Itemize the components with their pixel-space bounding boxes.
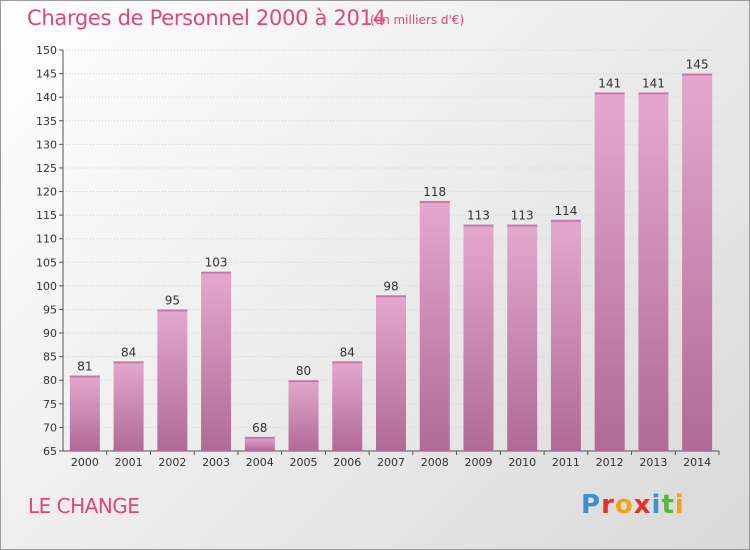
bar-cap (550, 219, 581, 222)
bar (69, 375, 100, 451)
bar-cap (288, 380, 319, 383)
y-tick-label: 80 (43, 374, 57, 387)
bar-cap (201, 271, 232, 274)
bar-cap (682, 73, 713, 76)
bar (288, 380, 319, 451)
bar-value-label: 118 (423, 185, 446, 199)
x-tick-label: 2013 (639, 456, 667, 469)
logo-letter: i (674, 490, 685, 520)
x-tick-label: 2007 (377, 456, 405, 469)
bar-value-label: 113 (467, 209, 490, 223)
logo-letter: i (651, 490, 662, 520)
y-tick-label: 140 (36, 91, 57, 104)
y-tick-label: 90 (43, 327, 57, 340)
logo-letter: P (581, 490, 602, 520)
x-tick-label: 2004 (246, 456, 274, 469)
bar-value-label: 98 (383, 279, 398, 293)
labels: 65 70 75 80 85 90 95 100 105 110 115 120 125 130 135 14… (36, 44, 711, 469)
bar-value-label: 103 (205, 256, 228, 270)
bar (682, 73, 713, 452)
proxiti-logo: Proxiti (581, 490, 685, 520)
x-tick-label: 2011 (552, 456, 580, 469)
y-tick-label: 130 (36, 138, 57, 151)
bar (594, 92, 625, 451)
logo-letter: t (661, 490, 675, 520)
x-tick-label: 2006 (333, 456, 361, 469)
bar-value-label: 81 (77, 360, 92, 374)
x-tick-label: 2000 (71, 456, 99, 469)
x-tick-label: 2014 (683, 456, 711, 469)
y-tick-label: 100 (36, 280, 57, 293)
y-tick-label: 105 (36, 256, 57, 269)
y-tick-label: 115 (36, 209, 57, 222)
y-tick-label: 75 (43, 398, 57, 411)
bar-cap (463, 224, 494, 227)
x-tick-label: 2002 (158, 456, 186, 469)
bar-value-label: 84 (340, 345, 355, 359)
x-tick-label: 2001 (115, 456, 143, 469)
bar (638, 92, 669, 451)
bar-cap (69, 375, 100, 378)
y-tick-label: 65 (43, 445, 57, 458)
bar-value-label: 141 (598, 76, 621, 90)
y-tick-label: 125 (36, 162, 57, 175)
chart-title: Charges de Personnel 2000 à 2014 (27, 6, 386, 30)
bar-value-label: 95 (165, 293, 180, 307)
bar-value-label: 68 (252, 421, 267, 435)
logo-letter: o (614, 490, 634, 520)
bar-value-label: 80 (296, 364, 311, 378)
y-tick-label: 145 (36, 68, 57, 81)
y-tick-label: 85 (43, 351, 57, 364)
x-tick-label: 2009 (464, 456, 492, 469)
logo-letter: r (601, 490, 615, 520)
y-tick-label: 70 (43, 421, 57, 434)
bar (244, 436, 275, 451)
bar-value-label: 141 (642, 76, 665, 90)
x-tick-label: 2003 (202, 456, 230, 469)
bar-cap (113, 361, 144, 364)
bar (376, 295, 406, 451)
bar (332, 361, 363, 451)
bar-cap (594, 92, 625, 95)
bar-cap (507, 224, 538, 227)
bar-value-label: 114 (554, 204, 577, 218)
x-tick-label: 2005 (290, 456, 318, 469)
y-tick-label: 150 (36, 44, 57, 57)
x-tick-label: 2008 (421, 456, 449, 469)
bar-cap (332, 361, 363, 364)
y-tick-label: 95 (43, 303, 57, 316)
y-tick-label: 135 (36, 115, 57, 128)
bar-cap (376, 295, 406, 298)
bar (113, 361, 144, 451)
bar (507, 224, 538, 451)
bar-value-label: 145 (686, 58, 709, 72)
bar (201, 271, 232, 451)
bar-cap (244, 436, 275, 439)
bars (69, 73, 713, 452)
bar-cap (157, 309, 188, 312)
bar-value-label: 113 (511, 209, 534, 223)
bar (419, 200, 450, 451)
bar-cap (638, 92, 669, 95)
bar-value-label: 84 (121, 345, 136, 359)
x-tick-label: 2010 (508, 456, 536, 469)
bar-cap (419, 200, 450, 203)
commune-name: LE CHANGE (28, 494, 140, 518)
x-tick-label: 2012 (596, 456, 624, 469)
bar (463, 224, 494, 451)
y-tick-label: 110 (36, 233, 57, 246)
y-tick-label: 120 (36, 186, 57, 199)
chart-subtitle: (en milliers d'€) (370, 13, 465, 27)
logo-letter: x (633, 490, 652, 520)
bar (157, 309, 188, 451)
bar (550, 219, 581, 451)
